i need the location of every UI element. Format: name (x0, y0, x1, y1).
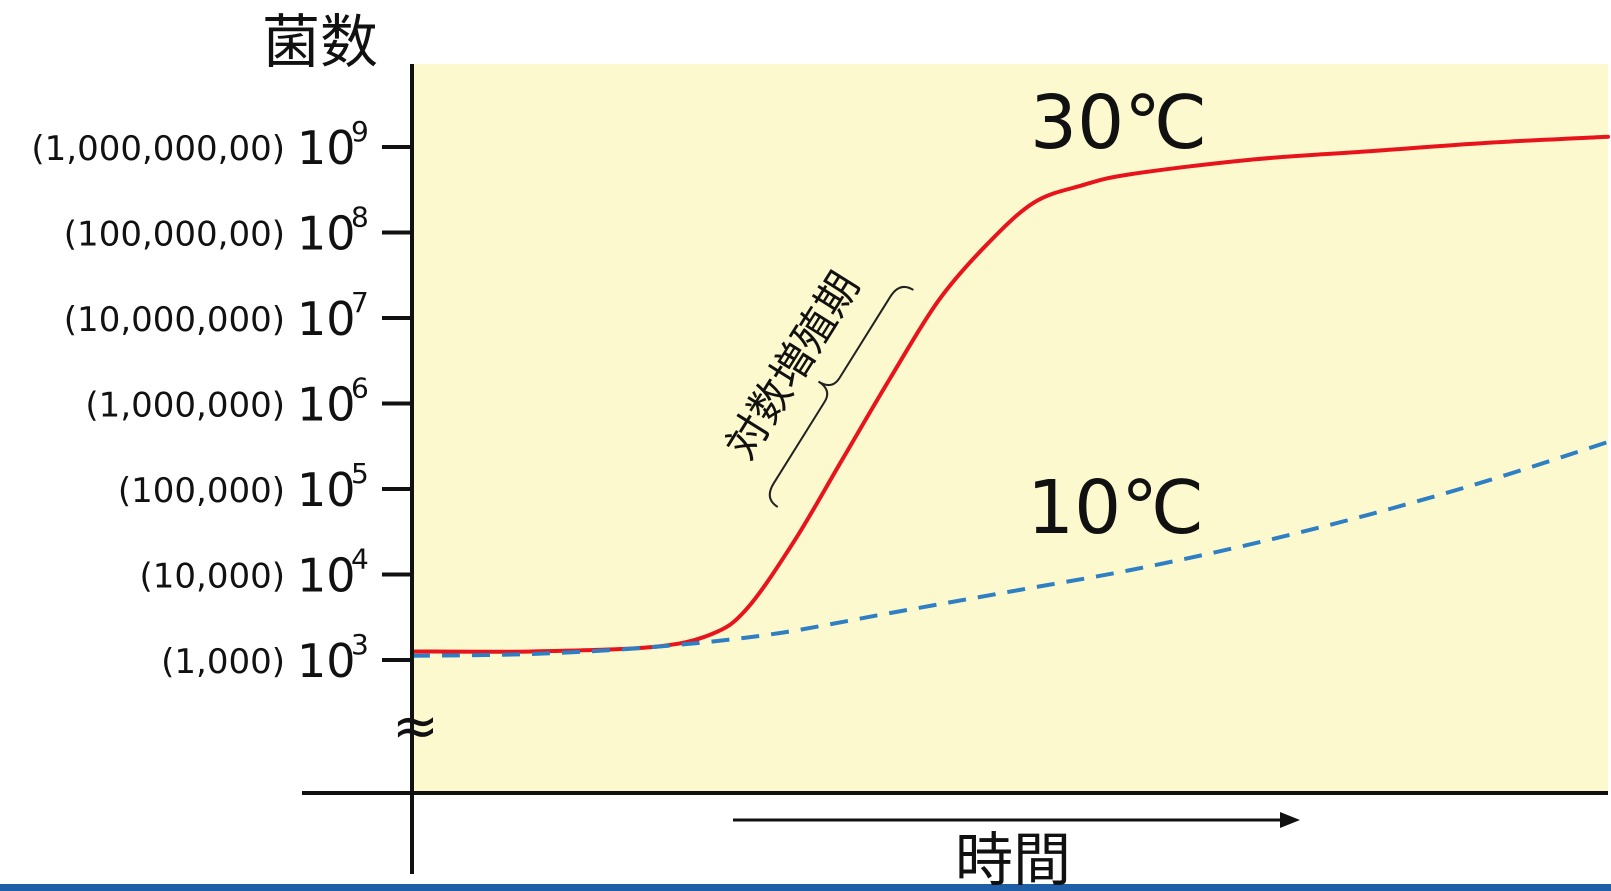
series-line-10c (411, 440, 1609, 658)
y-tick-8: (100,000,00) 108 (64, 201, 412, 261)
y-tick-label-paren: (1,000,000,00) (31, 129, 285, 169)
y-tick-7: (10,000,000) 107 (64, 286, 412, 346)
y-tick-label-paren: (1,000) (161, 642, 285, 682)
x-axis-title: 時間 (955, 826, 1071, 891)
y-axis-title: 菌数 (262, 8, 378, 76)
y-tick-label-paren: (1,000,000) (85, 386, 285, 426)
y-tick-label-paren: (10,000,000) (64, 300, 285, 340)
series-layer (410, 134, 1610, 658)
y-tick-label-base: 10 (297, 378, 356, 432)
bottom-band (0, 884, 1611, 891)
y-tick-label-exponent: 7 (351, 286, 369, 319)
axis-break-symbol: ≈ (392, 694, 439, 759)
series-line-30c (410, 134, 1610, 654)
y-tick-3: (1,000) 103 (161, 628, 412, 688)
y-tick-4: (10,000) 104 (140, 543, 412, 603)
plot-background (412, 64, 1608, 793)
y-tick-label-exponent: 4 (351, 543, 369, 576)
y-tick-label-exponent: 3 (351, 628, 369, 661)
y-tick-6: (1,000,000) 106 (85, 372, 412, 432)
y-tick-label-exponent: 6 (351, 372, 369, 405)
y-tick-label-base: 10 (297, 634, 356, 688)
y-tick-label-base: 10 (297, 292, 356, 346)
y-axis-ticks: (1,000) 103(10,000) 104(100,000) 105(1,000,… (31, 115, 412, 688)
y-tick-5: (100,000) 105 (118, 457, 412, 517)
y-tick-label-exponent: 9 (351, 115, 369, 148)
time-arrow-head (1280, 812, 1300, 828)
series-label-30c: 30℃ (1030, 80, 1207, 166)
y-tick-9: (1,000,000,00) 109 (31, 115, 412, 175)
y-tick-label-base: 10 (297, 207, 356, 261)
series-label-10c: 10℃ (1027, 465, 1204, 551)
y-tick-label-paren: (100,000) (118, 471, 285, 511)
axes-layer: ≈ (0, 64, 1611, 891)
y-tick-label-base: 10 (297, 121, 356, 175)
y-tick-label-base: 10 (297, 463, 356, 517)
y-tick-label-exponent: 5 (351, 457, 369, 490)
y-tick-label-base: 10 (297, 549, 356, 603)
y-tick-label-paren: (10,000) (140, 557, 286, 597)
y-tick-label-paren: (100,000,00) (64, 215, 285, 255)
y-tick-label-exponent: 8 (351, 201, 369, 234)
